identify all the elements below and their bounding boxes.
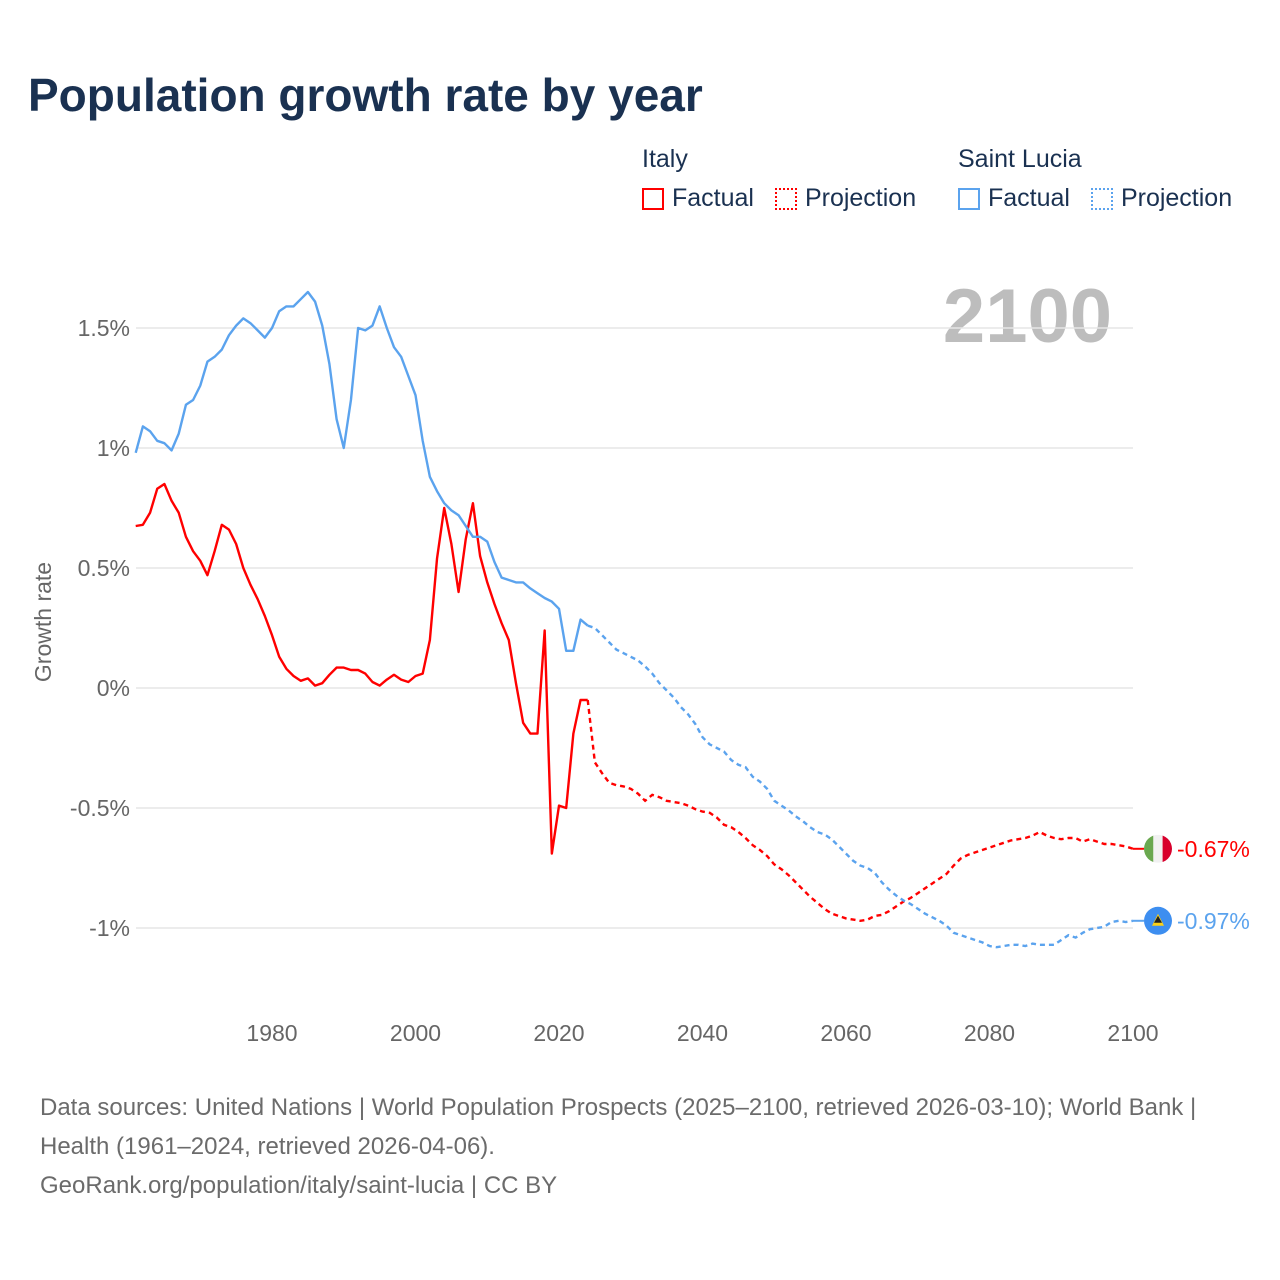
x-tick-label: 2100: [1107, 1020, 1158, 1046]
legend-swatch-solid: [958, 187, 980, 210]
legend-label: Projection: [804, 184, 917, 212]
legend-italy: Italy Factual Projection: [642, 145, 930, 217]
year-display: 2100: [943, 274, 1112, 359]
y-axis-label: Growth rate: [30, 562, 56, 682]
y-tick-label: 0.5%: [78, 555, 130, 581]
flag-triangle-inner: [1154, 915, 1162, 923]
legend-group-name: Saint Lucia: [958, 145, 1082, 173]
legend-swatch-dotted: [774, 187, 797, 210]
legend-saint-lucia-projection[interactable]: Projection: [1090, 184, 1233, 213]
x-tick-label: 2040: [677, 1020, 728, 1046]
italy-flag-icon: [1144, 834, 1172, 863]
legend-label: Factual: [988, 184, 1070, 212]
legend-saint-lucia: Saint Lucia Factual Projection: [958, 145, 1232, 217]
saint-lucia-factual-line: [134, 290, 589, 652]
legend-italy-projection[interactable]: Projection: [774, 184, 917, 213]
x-tick-label: 2080: [964, 1020, 1015, 1046]
legend-saint-lucia-factual[interactable]: Factual: [958, 184, 1070, 213]
y-tick-label: 1.5%: [78, 315, 130, 341]
legend-group-name: Italy: [642, 145, 688, 173]
x-tick-label: 2020: [533, 1020, 584, 1046]
line-chart: 2100 1.5% 1% 0.5% 0% -0.5% -1% 1980 2000 2020 2040…: [30, 274, 1250, 1046]
legend-swatch-solid: [642, 187, 664, 210]
x-tick-label: 1980: [246, 1020, 297, 1046]
italy-projection-line: [586, 699, 1134, 923]
footer: Data sources: United Nations | World Pop…: [40, 1088, 1240, 1205]
legend-swatch-dotted: [1090, 187, 1113, 210]
italy-factual-line: [135, 482, 588, 855]
legend-label: Projection: [1120, 184, 1233, 212]
y-tick-label: -0.5%: [70, 795, 130, 821]
saint-lucia-end-label: -0.97%: [1177, 908, 1250, 934]
source-link[interactable]: GeoRank.org/population/italy/saint-lucia…: [40, 1172, 558, 1199]
x-tick-label: 2060: [820, 1020, 871, 1046]
saint-lucia-projection-line: [587, 624, 1134, 949]
y-tick-label: 1%: [97, 435, 130, 461]
y-tick-label: -1%: [89, 915, 130, 941]
y-tick-label: 0%: [97, 675, 130, 701]
legend-italy-factual[interactable]: Factual: [642, 184, 754, 213]
legend-label: Factual: [672, 184, 754, 212]
italy-end-label: -0.67%: [1177, 836, 1250, 862]
x-tick-label: 2000: [390, 1020, 441, 1046]
chart-title: Population growth rate by year: [28, 69, 703, 121]
data-sources: Data sources: United Nations | World Pop…: [40, 1094, 1197, 1160]
